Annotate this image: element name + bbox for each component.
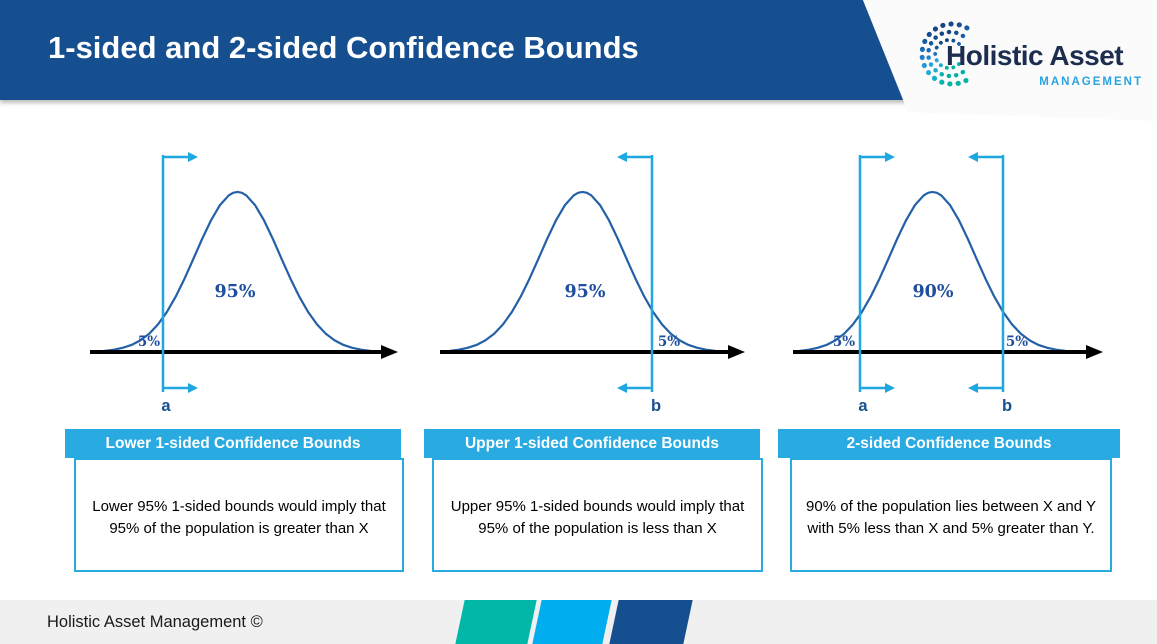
bound-a-label: a <box>858 397 868 415</box>
upper-bound-marker <box>968 152 1005 393</box>
left-tail-label: 5% <box>833 334 855 350</box>
logo-swirl-icon <box>919 21 970 87</box>
coverage-label: 95% <box>565 282 606 302</box>
bound-b-label: b <box>651 397 661 415</box>
bound-a-label: a <box>161 397 171 415</box>
footer-bar: Holistic Asset Management © <box>0 600 1157 644</box>
diagram-lower-1-sided: 95% 5% a <box>85 145 405 420</box>
card-heading-lower: Lower 1-sided Confidence Bounds <box>65 429 401 458</box>
footer-stripe-navy <box>609 600 693 644</box>
card-body-upper: Upper 95% 1-sided bounds would imply tha… <box>432 458 763 572</box>
logo-plate: Holistic Asset MANAGEMENT <box>862 0 1157 121</box>
footer-stripe-cyan <box>532 600 612 644</box>
card-body-2-sided: 90% of the population lies between X and… <box>790 458 1112 572</box>
lower-bound-marker <box>161 152 198 393</box>
upper-bound-marker <box>617 152 654 393</box>
coverage-label: 95% <box>215 282 256 302</box>
lower-bound-marker <box>858 152 895 393</box>
normal-curve <box>450 192 715 351</box>
card-body-lower: Lower 95% 1-sided bounds would imply tha… <box>74 458 404 572</box>
card-heading-upper: Upper 1-sided Confidence Bounds <box>424 429 760 458</box>
page-title: 1-sided and 2-sided Confidence Bounds <box>48 30 639 65</box>
right-tail-label: 5% <box>658 334 680 350</box>
x-axis <box>793 345 1103 359</box>
normal-curve <box>800 192 1065 351</box>
normal-curve <box>105 192 370 351</box>
card-heading-2-sided: 2-sided Confidence Bounds <box>778 429 1120 458</box>
logo-subtitle-text: MANAGEMENT <box>1039 76 1143 88</box>
x-axis <box>440 345 745 359</box>
footer-stripe-teal <box>455 600 537 644</box>
bound-b-label: b <box>1002 397 1012 415</box>
left-tail-label: 5% <box>138 334 160 350</box>
right-tail-label: 5% <box>1006 334 1028 350</box>
footer-copyright: Holistic Asset Management © <box>47 612 263 631</box>
diagram-upper-1-sided: 95% 5% b <box>435 145 755 420</box>
diagram-2-sided: 90% 5% 5% a b <box>788 145 1108 420</box>
logo-brand-text: Holistic Asset <box>946 40 1124 71</box>
coverage-label: 90% <box>913 282 954 302</box>
x-axis <box>90 345 398 359</box>
